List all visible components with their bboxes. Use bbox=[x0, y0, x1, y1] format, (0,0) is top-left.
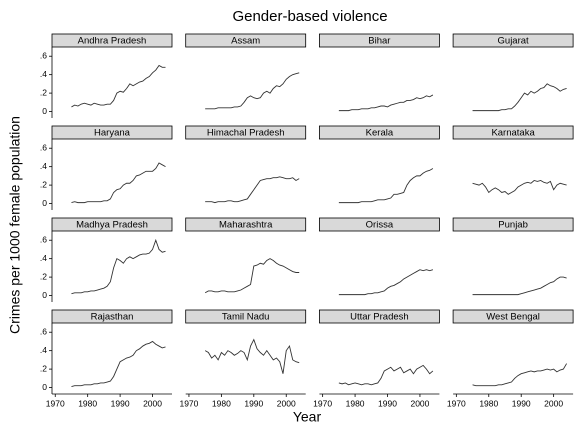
panel-title: Madhya Pradesh bbox=[76, 220, 148, 231]
y-tick-label: .2 bbox=[40, 87, 47, 97]
panel-title: Bihar bbox=[368, 36, 390, 47]
strip bbox=[185, 309, 307, 324]
data-line bbox=[205, 72, 300, 110]
y-tick-label: .2 bbox=[40, 363, 47, 373]
strip bbox=[185, 217, 307, 232]
x-tick-label: 2000 bbox=[410, 398, 429, 408]
strip bbox=[51, 33, 173, 48]
data-line bbox=[71, 162, 166, 204]
data-line bbox=[338, 364, 434, 386]
x-tick-label: 1970 bbox=[46, 398, 65, 408]
x-tick-label: 2000 bbox=[143, 398, 162, 408]
strip bbox=[452, 217, 574, 232]
panel-title: Assam bbox=[231, 36, 260, 47]
data-line bbox=[71, 340, 166, 388]
data-line bbox=[71, 64, 166, 108]
y-tick-label: .6 bbox=[40, 234, 47, 244]
panel-title: Andhra Pradesh bbox=[78, 36, 147, 47]
y-tick-label: .6 bbox=[40, 142, 47, 152]
data-line bbox=[338, 269, 434, 296]
y-tick-label: 0 bbox=[42, 290, 47, 300]
panel-title: Kerala bbox=[366, 128, 394, 139]
x-tick-label: 1990 bbox=[111, 398, 130, 408]
x-tick-label: 2000 bbox=[277, 398, 296, 408]
x-tick-label: 1970 bbox=[179, 398, 198, 408]
data-line bbox=[472, 276, 567, 296]
panel-title: Uttar Pradesh bbox=[350, 312, 409, 323]
x-tick-label: 1990 bbox=[378, 398, 397, 408]
x-tick-label: 1980 bbox=[78, 398, 97, 408]
y-axis-label: Crimes per 1000 female population bbox=[7, 116, 23, 334]
panel-title: Orissa bbox=[366, 220, 394, 231]
y-tick-label: .4 bbox=[40, 253, 47, 263]
strip bbox=[318, 217, 440, 232]
y-tick-label: 0 bbox=[42, 106, 47, 116]
x-tick-label: 1970 bbox=[447, 398, 466, 408]
data-line bbox=[205, 176, 300, 204]
y-tick-label: 0 bbox=[42, 382, 47, 392]
x-tick-label: 1980 bbox=[479, 398, 498, 408]
panel-title: West Bengal bbox=[486, 312, 540, 323]
strip bbox=[318, 125, 440, 140]
data-line bbox=[71, 238, 166, 295]
panel-title: Haryana bbox=[94, 128, 131, 139]
data-line bbox=[472, 83, 567, 112]
y-tick-label: .4 bbox=[40, 161, 47, 171]
chart-title: Gender-based violence bbox=[232, 8, 387, 25]
strip bbox=[185, 33, 307, 48]
x-axis-label: Year bbox=[293, 409, 322, 425]
data-line bbox=[472, 179, 567, 195]
panel-title: Himachal Pradesh bbox=[207, 128, 285, 139]
y-tick-label: .4 bbox=[40, 345, 47, 355]
data-line bbox=[204, 338, 300, 374]
strip bbox=[318, 309, 440, 324]
x-tick-label: 1980 bbox=[212, 398, 231, 408]
data-line bbox=[472, 363, 567, 387]
x-tick-label: 1990 bbox=[244, 398, 263, 408]
strip bbox=[318, 33, 440, 48]
data-line bbox=[204, 258, 300, 294]
strip bbox=[452, 309, 574, 324]
strip bbox=[452, 125, 574, 140]
data-line bbox=[338, 168, 434, 204]
y-tick-label: .6 bbox=[40, 50, 47, 60]
x-tick-label: 1970 bbox=[313, 398, 332, 408]
x-tick-label: 2000 bbox=[544, 398, 563, 408]
panel-title: Punjab bbox=[498, 220, 528, 231]
x-tick-label: 1980 bbox=[346, 398, 365, 408]
data-line bbox=[338, 94, 434, 112]
panel-title: Maharashtra bbox=[219, 220, 273, 231]
strip bbox=[51, 125, 173, 140]
y-tick-label: .2 bbox=[40, 179, 47, 189]
panel-title: Rajasthan bbox=[91, 312, 134, 323]
strip bbox=[185, 125, 307, 140]
panel-title: Karnataka bbox=[491, 128, 535, 139]
strip bbox=[51, 217, 173, 232]
panel-title: Tamil Nadu bbox=[222, 312, 270, 323]
strip bbox=[452, 33, 574, 48]
y-tick-label: .6 bbox=[40, 326, 47, 336]
panel-title: Gujarat bbox=[498, 36, 530, 47]
x-tick-label: 1990 bbox=[512, 398, 531, 408]
y-tick-label: .4 bbox=[40, 69, 47, 79]
y-tick-label: .2 bbox=[40, 271, 47, 281]
strip bbox=[51, 309, 173, 324]
y-tick-label: 0 bbox=[42, 198, 47, 208]
